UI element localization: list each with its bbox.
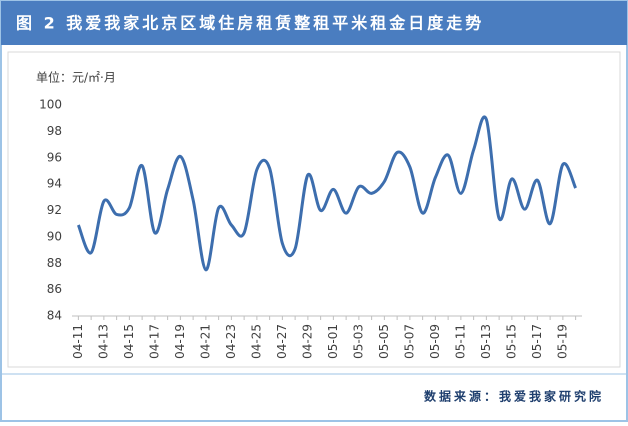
x-tick-label: 04-17: [147, 324, 161, 359]
y-tick-label: 98: [47, 124, 62, 138]
y-tick-label: 96: [47, 150, 62, 164]
y-tick-label: 100: [39, 98, 62, 112]
x-tick-label: 05-19: [555, 324, 569, 359]
x-tick-label: 05-15: [504, 324, 518, 359]
y-tick-label: 92: [47, 203, 62, 217]
source: 数据来源：我爱我家研究院: [424, 389, 604, 404]
unit-label: 单位：元/㎡·月: [36, 70, 116, 85]
x-tick-label: 05-05: [377, 324, 391, 359]
x-tick-label: 04-13: [96, 324, 110, 359]
x-tick-label: 05-11: [453, 324, 467, 359]
x-tick-label: 04-11: [71, 324, 85, 359]
x-tick-label: 04-19: [173, 324, 187, 359]
x-tick-label: 04-25: [249, 324, 263, 359]
x-tick-label: 05-17: [530, 324, 544, 359]
x-tick-label: 05-01: [326, 324, 340, 359]
line: [76, 115, 578, 272]
x-tick-label: 04-23: [224, 324, 238, 359]
title-banner: [1, 1, 627, 45]
chart-title: 图 2 我爱我家北京区域住房租赁整租平米租金日度走势: [16, 14, 484, 33]
x-tick-label: 04-21: [198, 324, 212, 359]
y-tick-label: 94: [47, 177, 62, 191]
y-tick-label: 84: [47, 309, 62, 323]
x-tick-label: 05-03: [351, 324, 365, 359]
plot-frame: [7, 51, 621, 368]
y-tick-label: 88: [47, 256, 62, 270]
x-tick-label: 05-13: [479, 324, 493, 359]
y-tick-label: 90: [47, 229, 62, 243]
y-tick-label: 86: [47, 282, 62, 296]
x-tick-label: 04-27: [275, 324, 289, 359]
x-tick-label: 05-07: [402, 324, 416, 359]
x-tick-label: 04-15: [122, 324, 136, 359]
x-tick-label: 05-09: [428, 324, 442, 359]
x-tick-label: 04-29: [300, 324, 314, 359]
